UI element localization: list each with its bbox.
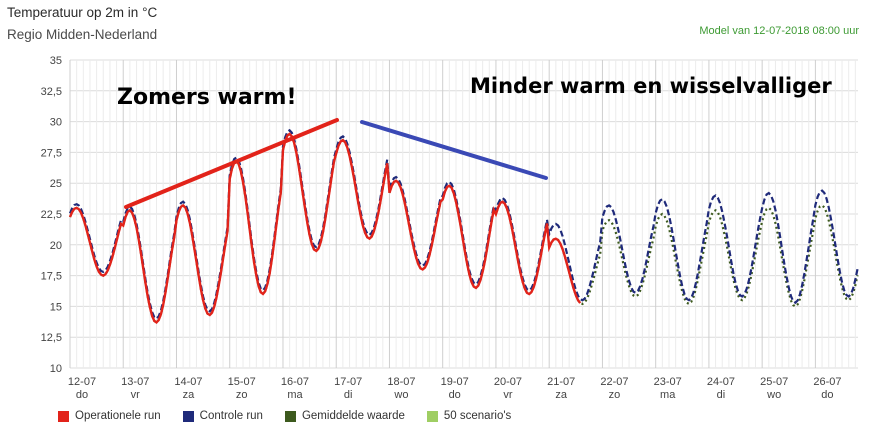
x-tick-day: do <box>449 389 461 401</box>
x-tick-date: 12-07 <box>68 376 96 388</box>
x-tick-day: za <box>555 389 568 401</box>
y-tick-label: 25 <box>50 178 62 190</box>
y-tick-label: 22,5 <box>41 209 62 221</box>
trend-up-arrow <box>124 118 339 209</box>
legend-swatch <box>284 410 296 422</box>
x-tick-date: 19-07 <box>441 376 469 388</box>
x-tick-date: 15-07 <box>228 376 256 388</box>
legend: Operationele run Controle run Gemiddelde w… <box>58 410 533 422</box>
legend-item[interactable]: Gemiddelde waarde <box>284 410 405 422</box>
y-tick-label: 12,5 <box>41 332 62 344</box>
x-tick-day: zo <box>236 389 248 401</box>
chart-title: Temperatuur op 2m in °C <box>7 5 158 20</box>
legend-swatch <box>182 410 194 422</box>
x-tick-day: do <box>76 389 88 401</box>
x-tick-date: 14-07 <box>174 376 202 388</box>
legend-label: Operationele run <box>75 410 161 422</box>
y-axis: 10 12,5 15 17,5 20 22,5 25 27,5 30 32,5 35 <box>41 55 62 375</box>
x-tick-day: zo <box>609 389 621 401</box>
x-axis: 12-07do13-07vr14-07za15-07zo16-07ma17-07… <box>68 376 842 401</box>
legend-label: Controle run <box>199 410 263 422</box>
x-tick-date: 24-07 <box>707 376 735 388</box>
x-tick-day: di <box>344 389 353 401</box>
legend-label: 50 scenario's <box>443 410 512 422</box>
y-tick-label: 17,5 <box>41 271 62 283</box>
annotations: Zomers warm! Minder warm en wisselvallig… <box>117 74 832 209</box>
legend-item[interactable]: 50 scenario's <box>426 410 512 422</box>
y-tick-label: 10 <box>50 363 62 375</box>
operational-line <box>68 132 582 324</box>
x-tick-day: vr <box>131 389 141 401</box>
chart-subtitle: Regio Midden-Nederland <box>7 27 158 42</box>
y-tick-label: 30 <box>50 117 62 129</box>
y-tick-label: 32,5 <box>41 86 62 98</box>
legend-item[interactable]: Controle run <box>182 410 263 422</box>
x-tick-date: 20-07 <box>494 376 522 388</box>
x-tick-day: vr <box>503 389 513 401</box>
y-tick-label: 15 <box>50 301 62 313</box>
legend-label: Gemiddelde waarde <box>301 410 405 422</box>
legend-swatch <box>426 410 438 422</box>
x-tick-day: za <box>183 389 196 401</box>
x-tick-date: 25-07 <box>760 376 788 388</box>
x-tick-day: ma <box>287 389 303 401</box>
x-tick-day: ma <box>660 389 676 401</box>
x-tick-date: 16-07 <box>281 376 309 388</box>
annotation-warm: Zomers warm! <box>117 85 297 110</box>
x-tick-day: wo <box>766 389 781 401</box>
x-tick-date: 23-07 <box>654 376 682 388</box>
x-tick-day: do <box>821 389 833 401</box>
x-tick-date: 22-07 <box>600 376 628 388</box>
trend-down-arrow <box>360 120 548 180</box>
x-tick-date: 21-07 <box>547 376 575 388</box>
x-tick-date: 17-07 <box>334 376 362 388</box>
x-tick-day: di <box>717 389 726 401</box>
x-tick-date: 26-07 <box>813 376 841 388</box>
y-tick-label: 35 <box>50 55 62 67</box>
annotation-less-warm: Minder warm en wisselvalliger <box>470 74 832 98</box>
control-line <box>68 128 859 321</box>
x-tick-day: wo <box>393 389 408 401</box>
x-tick-date: 13-07 <box>121 376 149 388</box>
main-lines <box>68 128 859 324</box>
model-info: Model van 12-07-2018 08:00 uur <box>699 25 859 37</box>
x-tick-date: 18-07 <box>387 376 415 388</box>
legend-item[interactable]: Operationele run <box>58 410 161 422</box>
legend-swatch <box>58 410 69 422</box>
y-tick-label: 27,5 <box>41 147 62 159</box>
y-tick-label: 20 <box>50 240 62 252</box>
